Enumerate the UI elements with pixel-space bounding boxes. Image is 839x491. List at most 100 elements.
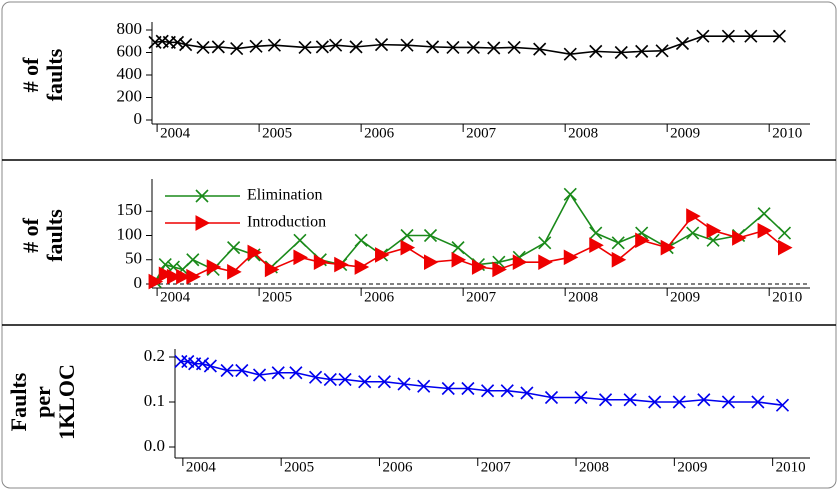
data-point	[329, 38, 343, 52]
x-tick-label: 2004	[160, 289, 191, 305]
data-point	[635, 232, 650, 249]
data-point	[451, 241, 465, 255]
data-point	[211, 40, 225, 54]
data-point	[271, 366, 285, 380]
data-point	[206, 259, 222, 275]
y-axis-label: Faultsper1KLOC	[6, 364, 79, 440]
data-point	[417, 379, 431, 393]
data-point	[655, 44, 669, 58]
y-tick-label: 100	[117, 224, 143, 243]
data-point	[148, 273, 164, 290]
legend-marker	[195, 189, 209, 203]
data-point	[377, 375, 391, 389]
data-point	[176, 268, 191, 285]
data-point	[293, 249, 308, 266]
data-point	[635, 44, 649, 58]
data-point	[400, 38, 414, 52]
data-point	[252, 368, 267, 382]
data-point	[400, 239, 416, 256]
data-point	[249, 39, 263, 53]
x-tick-label: 2010	[772, 289, 802, 305]
data-point	[308, 370, 323, 384]
data-point	[512, 254, 528, 271]
data-point	[264, 261, 280, 278]
legend-marker	[195, 215, 211, 231]
data-point	[686, 226, 700, 240]
data-point	[354, 259, 370, 275]
data-point	[186, 253, 200, 267]
data-point	[732, 230, 747, 246]
data-point	[574, 390, 588, 405]
x-tick-label: 2007	[466, 289, 497, 305]
data-point	[544, 390, 559, 405]
data-point	[195, 357, 210, 371]
y-axis-label-line: per	[30, 386, 55, 418]
x-tick-label: 2005	[262, 289, 292, 305]
data-point	[375, 247, 390, 263]
y-tick-label: 800	[117, 19, 143, 38]
data-point	[313, 254, 329, 271]
y-tick-label: 0	[134, 109, 143, 128]
data-point	[179, 38, 193, 52]
x-tick-label: 2010	[772, 125, 802, 141]
data-point	[721, 29, 735, 43]
y-tick-label: 400	[117, 64, 143, 83]
data-point	[446, 40, 460, 55]
data-point	[696, 29, 710, 43]
x-tick-label: 2006	[364, 289, 395, 305]
x-tick-label: 2009	[677, 459, 707, 475]
data-point	[538, 236, 552, 250]
data-point	[614, 45, 628, 60]
data-point	[289, 366, 303, 380]
data-point	[672, 395, 686, 409]
y-tick-label: 150	[117, 200, 143, 219]
y-axis-label-line: # of	[18, 57, 43, 93]
data-point	[315, 40, 329, 54]
data-point	[772, 29, 786, 43]
data-point	[170, 35, 185, 49]
x-tick-label: 2007	[481, 459, 512, 475]
y-tick-label: 0	[134, 273, 143, 292]
data-point	[563, 187, 577, 201]
data-point	[466, 40, 480, 55]
x-tick-label: 2009	[670, 289, 700, 305]
data-point	[686, 208, 701, 224]
data-point	[423, 228, 438, 243]
data-point	[247, 244, 263, 261]
data-point	[487, 41, 501, 55]
data-point	[757, 207, 771, 221]
data-point	[589, 44, 603, 58]
data-point	[533, 42, 547, 56]
y-tick-label: 0.1	[144, 391, 165, 410]
data-point	[492, 261, 507, 278]
x-tick-label: 2004	[186, 459, 217, 475]
series-line	[154, 192, 786, 282]
data-point	[424, 254, 439, 271]
y-axis-label-line: Faults	[6, 372, 31, 431]
data-point	[349, 40, 363, 54]
x-tick-label: 2007	[466, 125, 497, 141]
data-point	[481, 384, 495, 398]
data-point	[298, 40, 312, 55]
data-point	[166, 268, 182, 285]
data-point	[358, 375, 372, 389]
data-point	[623, 393, 637, 407]
data-point	[461, 381, 475, 396]
data-point	[441, 381, 455, 396]
x-tick-label: 2004	[160, 125, 191, 141]
y-axis-label-line: # of	[18, 217, 43, 253]
data-point	[775, 398, 790, 412]
y-axis-label-line: 1KLOC	[54, 364, 79, 440]
data-point	[660, 239, 676, 256]
series-line	[154, 35, 780, 55]
y-tick-label: 0.0	[144, 436, 165, 455]
data-point	[500, 384, 514, 398]
y-axis-label: # offaults	[18, 209, 67, 262]
data-point	[589, 226, 603, 240]
legend-label: Elimination	[247, 187, 323, 204]
y-axis-label-line: faults	[42, 48, 67, 101]
data-point	[471, 259, 487, 275]
x-tick-label: 2005	[262, 125, 292, 141]
data-point	[203, 359, 217, 373]
